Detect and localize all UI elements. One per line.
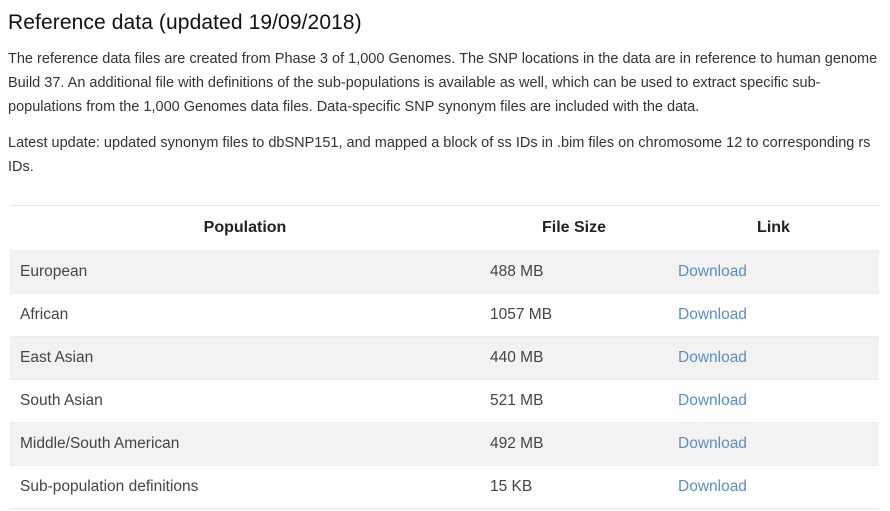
header-file-size: File Size (480, 205, 668, 251)
download-link-middle-south-american[interactable]: Download (678, 435, 747, 452)
table-row: Middle/South American 492 MB Download (10, 422, 879, 466)
download-link-south-asian[interactable]: Download (678, 392, 747, 409)
table-header-row: Population File Size Link (10, 205, 879, 251)
link-cell: Download (668, 465, 879, 509)
header-population: Population (10, 205, 480, 251)
table-row: East Asian 440 MB Download (10, 336, 879, 380)
population-cell: Middle/South American (10, 422, 480, 466)
latest-update-paragraph: Latest update: updated synonym files to … (8, 135, 871, 175)
file-size-cell: 492 MB (480, 422, 668, 466)
file-size-cell: 521 MB (480, 379, 668, 423)
file-size-cell: 15 KB (480, 465, 668, 509)
population-cell: South Asian (10, 379, 480, 423)
link-cell: Download (668, 336, 879, 380)
file-size-cell: 440 MB (480, 336, 668, 380)
header-link: Link (668, 205, 879, 251)
table-row: Sub-population definitions 15 KB Downloa… (10, 465, 879, 509)
population-cell: East Asian (10, 336, 480, 380)
file-size-cell: 488 MB (480, 250, 668, 294)
download-link-african[interactable]: Download (678, 306, 747, 323)
download-link-east-asian[interactable]: Download (678, 349, 747, 366)
reference-files-table: Population File Size Link European 488 M… (10, 205, 879, 509)
link-cell: Download (668, 379, 879, 423)
table-row: African 1057 MB Download (10, 293, 879, 337)
population-cell: Sub-population definitions (10, 465, 480, 509)
download-link-sub-population-definitions[interactable]: Download (678, 478, 747, 495)
link-cell: Download (668, 422, 879, 466)
link-cell: Download (668, 293, 879, 337)
table-row: South Asian 521 MB Download (10, 379, 879, 423)
link-cell: Download (668, 250, 879, 294)
file-size-cell: 1057 MB (480, 293, 668, 337)
population-cell: European (10, 250, 480, 294)
download-link-european[interactable]: Download (678, 263, 747, 280)
description-paragraph: The reference data files are created fro… (8, 51, 878, 115)
population-cell: African (10, 293, 480, 337)
section-title: Reference data (updated 19/09/2018) (8, 11, 362, 34)
table-row: European 488 MB Download (10, 250, 879, 294)
